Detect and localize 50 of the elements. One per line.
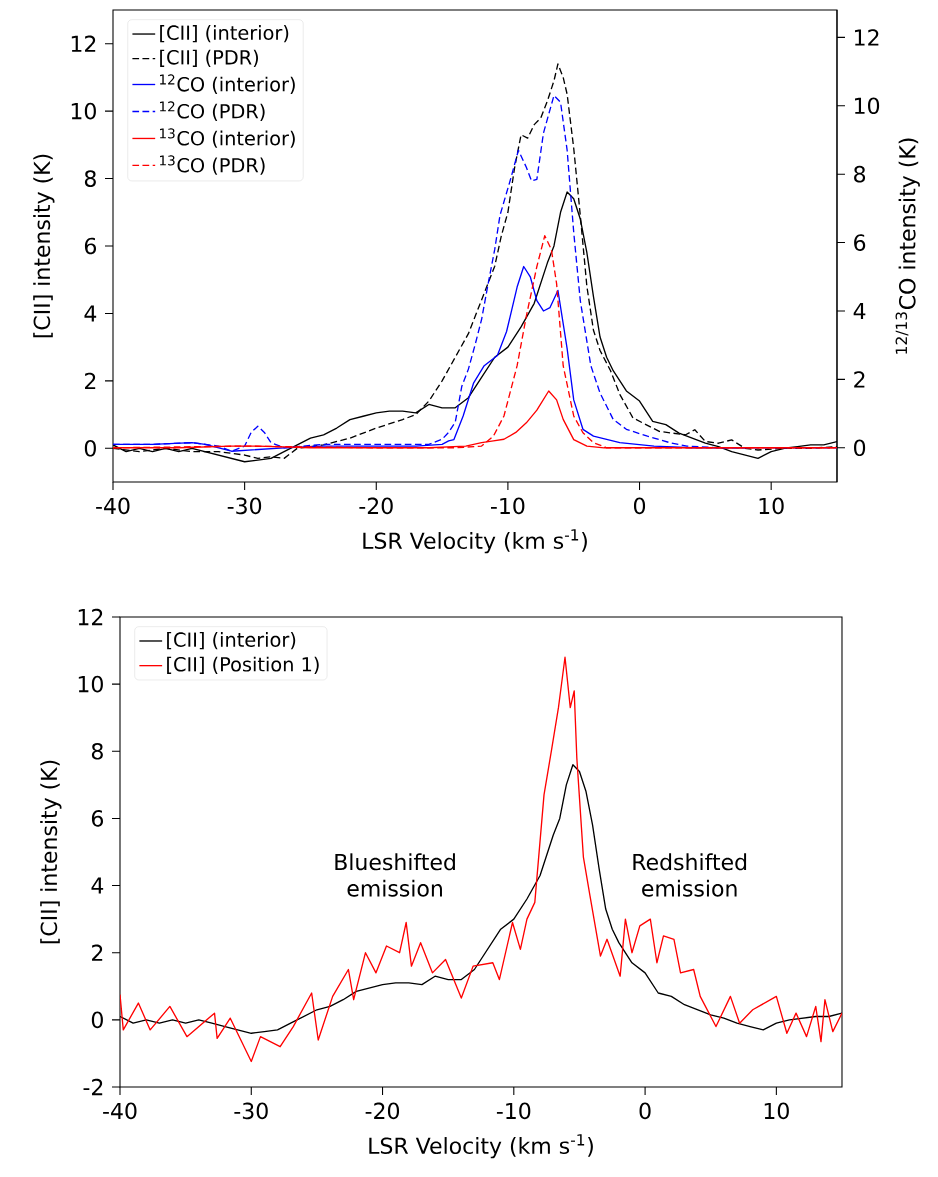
y-tick-label: 0 [84,439,96,457]
y2-tick-label: 12 [855,29,879,46]
annotation: Redshifted emission [633,853,747,897]
x-tick-label: 0 [639,1102,651,1120]
x-axis-title: LSR Velocity (km s$^{-1}$) [369,1134,593,1159]
y-tick-label: -2 [83,1078,103,1096]
y-tick-label: 8 [91,742,103,760]
y-axis-title: [CII] intensity (K) [33,154,55,338]
y-tick-label: 2 [85,372,96,390]
y2-axis-title: $^{12/13}$CO intensity (K) [895,138,920,354]
x-axis-title: LSR Velocity (km s$^{-1}$) [363,529,587,554]
x-tick-label: -40 [96,497,130,515]
y-tick-label: 2 [92,944,103,961]
y2-tick-label: 8 [854,165,866,183]
y-tick-label: 10 [71,102,96,120]
y2-tick-label: 0 [854,439,866,457]
x-tick-label: -10 [496,1102,531,1120]
y-tick-label: 6 [91,810,104,827]
line-series [120,656,842,1063]
y2-tick-label: 2 [854,371,865,388]
y-tick-label: 4 [91,877,104,894]
legend-label: $^{12}$CO (PDR) [160,101,265,121]
legend-label: [CII] (interior) [160,25,289,43]
legend-label: [CII] (Position 1) [167,656,319,674]
x-tick-label: -30 [227,497,262,515]
y2-tick-label: 10 [855,97,880,115]
x-tick-label: 10 [764,1102,789,1120]
y-axis-title: [CII] intensity (K) [40,760,62,944]
y2-tick-label: 4 [853,302,866,319]
x-tick-label: 0 [633,497,646,515]
y-tick-label: 6 [84,237,97,255]
legend-label: [CII] (PDR) [160,49,259,67]
legend-label: [CII] (interior) [167,631,296,650]
y2-tick-label: 6 [854,234,866,251]
y-tick-label: 12 [78,608,103,626]
x-tick-label: -40 [103,1102,137,1120]
y-tick-label: 10 [78,675,103,693]
y-tick-label: 8 [84,170,96,187]
y-tick-label: 0 [91,1011,103,1029]
legend-label: $^{13}$CO (PDR) [160,155,265,175]
y-tick-label: 4 [84,305,97,322]
y-tick-label: 12 [71,35,96,52]
legend-label: $^{13}$CO (interior) [160,128,295,148]
x-tick-label: 10 [759,497,784,515]
x-tick-label: -10 [491,497,525,515]
annotation: Blueshifted emission [335,853,455,897]
x-tick-label: -30 [234,1102,268,1120]
x-tick-label: -20 [359,497,393,515]
x-tick-label: -20 [365,1102,400,1120]
legend-label: $^{12}$CO (interior) [160,74,295,94]
